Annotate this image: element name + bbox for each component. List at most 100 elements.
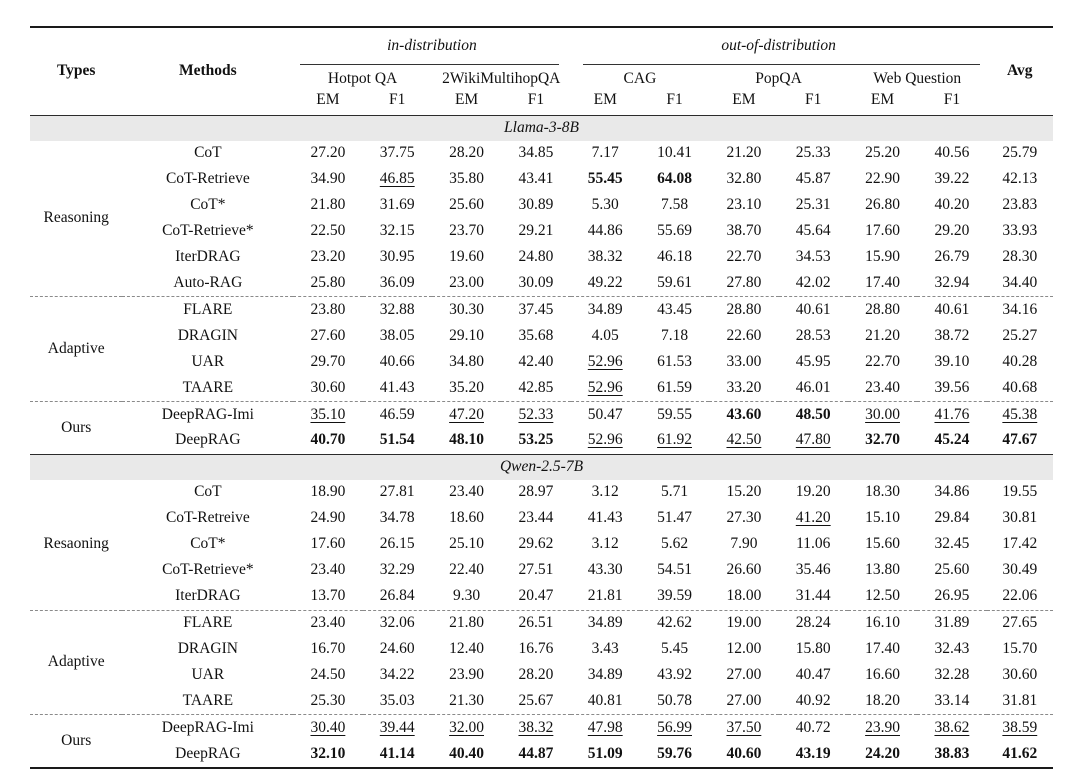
metric-cell: 17.60 <box>293 532 362 558</box>
metric-value: 43.60 <box>726 405 762 423</box>
metric-value: 3.12 <box>591 535 619 553</box>
metric-value: 28.20 <box>449 144 484 162</box>
metric-value: 49.22 <box>587 273 623 291</box>
metric-cell: 46.18 <box>640 245 709 271</box>
metric-value: 23.90 <box>449 665 484 683</box>
metric-cell: 43.60 <box>709 401 779 428</box>
metric-value: 35.68 <box>518 326 554 344</box>
metric-cell: 29.62 <box>501 532 570 558</box>
metric-cell: 5.45 <box>640 636 709 662</box>
metric-cell: 30.89 <box>501 193 570 219</box>
metric-value: 34.16 <box>1002 300 1038 318</box>
metric-value: 21.80 <box>449 614 484 632</box>
metric-value: 27.60 <box>310 326 346 344</box>
metric-value: 18.00 <box>726 587 762 605</box>
metric-cell: 40.66 <box>363 349 432 375</box>
metric-value: 33.20 <box>726 378 762 396</box>
metric-cell: 30.00 <box>847 401 918 428</box>
metric-cell: 27.20 <box>293 141 362 167</box>
metric-cell: 38.70 <box>709 219 778 245</box>
metric-value: 7.18 <box>661 326 689 344</box>
metric-cell: 17.42 <box>987 532 1053 558</box>
metric-value: 42.02 <box>795 273 831 291</box>
method-name: Auto-RAG <box>173 273 243 291</box>
col-header-f1: F1 <box>805 90 822 108</box>
metric-value: 32.80 <box>726 170 762 188</box>
metric-cell: 24.60 <box>363 636 432 662</box>
metric-cell: 31.44 <box>779 584 848 610</box>
table-row: CoT-Retrieve 34.90 46.85 35.80 43.41 55.45 64.… <box>30 167 1053 193</box>
metric-value: 40.47 <box>795 665 831 683</box>
metric-cell: 23.20 <box>293 245 362 271</box>
metric-cell: 16.60 <box>848 662 917 688</box>
metric-cell: 22.60 <box>709 323 778 349</box>
metric-cell: 39.10 <box>917 349 986 375</box>
metric-value: 24.90 <box>310 509 346 527</box>
metric-value: 5.71 <box>661 483 689 501</box>
metric-value: 30.81 <box>1002 509 1038 527</box>
metric-cell: 34.89 <box>571 662 640 688</box>
method-name: CoT-Retrieve* <box>162 222 254 240</box>
col-header-em: EM <box>593 90 617 108</box>
metric-cell: 13.80 <box>848 558 917 584</box>
table-row: UAR 29.70 40.66 34.80 42.40 52.96 61.53 33.00 45… <box>30 349 1053 375</box>
method-name: CoT-Retrieve* <box>162 561 254 579</box>
metric-cell: 38.05 <box>363 323 432 349</box>
metric-value: 41.76 <box>934 405 970 423</box>
metric-cell: 34.22 <box>363 662 432 688</box>
metric-value: 30.49 <box>1002 561 1038 579</box>
metric-value: 47.67 <box>1002 431 1038 449</box>
metric-cell: 38.72 <box>917 323 986 349</box>
metric-value: 33.93 <box>1002 222 1038 240</box>
metric-cell: 51.47 <box>640 506 709 532</box>
metric-cell: 32.15 <box>363 219 432 245</box>
model-section-band: Llama-3-8B <box>30 114 1053 141</box>
metric-cell: 25.20 <box>848 141 917 167</box>
metric-cell: 44.87 <box>501 741 570 768</box>
metric-value: 46.59 <box>379 405 415 423</box>
metric-cell: 34.85 <box>501 141 570 167</box>
metric-value: 64.08 <box>657 170 692 188</box>
model-section-band: Qwen-2.5-7B <box>30 453 1053 480</box>
metric-cell: 31.69 <box>363 193 432 219</box>
metric-cell: 34.16 <box>986 296 1053 324</box>
metric-value: 30.95 <box>379 248 415 266</box>
metric-cell: 42.85 <box>501 375 570 401</box>
metric-cell: 35.80 <box>432 167 501 193</box>
method-name: TAARE <box>182 691 234 709</box>
metric-cell: 54.51 <box>640 558 709 584</box>
metric-cell: 30.09 <box>501 270 570 296</box>
col-header-em: EM <box>316 90 340 108</box>
metric-cell: 37.75 <box>363 141 432 167</box>
metric-cell: 15.10 <box>848 506 917 532</box>
metric-cell: 42.50 <box>709 428 778 454</box>
metric-cell: 33.14 <box>917 688 986 714</box>
metric-value: 21.20 <box>726 144 762 162</box>
method-name: CoT* <box>190 196 226 214</box>
metric-value: 21.81 <box>587 587 623 605</box>
metric-cell: 44.86 <box>571 219 640 245</box>
distribution-header-row: Types Methods in-distribution out-of-dis… <box>30 27 1053 79</box>
method-name: CoT-Retreive <box>165 509 250 527</box>
metric-value: 55.69 <box>657 222 692 240</box>
metric-cell: 40.68 <box>987 375 1053 401</box>
metric-cell: 21.20 <box>709 141 778 167</box>
metric-value: 28.80 <box>865 300 900 318</box>
metric-value: 39.22 <box>934 170 970 188</box>
metric-value: 30.60 <box>1002 665 1038 683</box>
col-header-2wikimultihopqa: 2WikiMultihopQA <box>442 70 561 87</box>
metric-value: 61.92 <box>657 431 692 449</box>
metric-value: 30.40 <box>310 718 346 736</box>
metric-cell: 41.62 <box>987 741 1053 768</box>
metric-value: 40.92 <box>795 691 831 709</box>
metric-cell: 42.13 <box>987 167 1053 193</box>
metric-value: 40.20 <box>934 196 970 214</box>
metric-value: 25.60 <box>934 561 970 579</box>
metric-cell: 40.47 <box>779 662 848 688</box>
metric-cell: 31.81 <box>987 688 1053 714</box>
method-name: CoT* <box>190 535 226 553</box>
metric-cell: 22.50 <box>293 219 362 245</box>
metric-cell: 7.90 <box>709 532 778 558</box>
metric-cell: 30.30 <box>431 296 502 324</box>
metric-value: 26.84 <box>379 587 415 605</box>
